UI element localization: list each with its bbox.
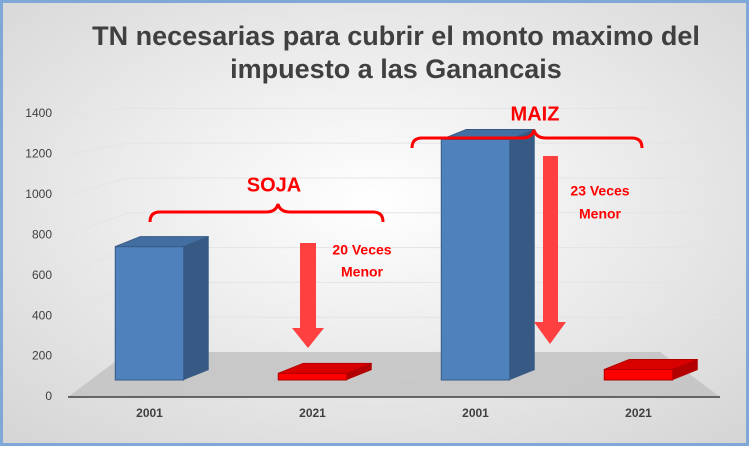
- group-label: MAIZ: [511, 103, 560, 125]
- bracket: [410, 129, 644, 149]
- bar: [114, 236, 209, 381]
- bar-top: [278, 362, 372, 374]
- y-tick-label: 400: [32, 308, 52, 322]
- x-tick-label: 2001: [136, 406, 163, 420]
- x-tick-label: 2021: [625, 406, 652, 420]
- y-tick-label: 1000: [25, 187, 52, 201]
- bracket: [148, 203, 385, 223]
- bar-side: [509, 129, 535, 380]
- annotation: 23 Veces: [570, 183, 629, 199]
- chart-title: TN necesarias para cubrir el monto maxim…: [92, 21, 700, 51]
- bar: [603, 358, 698, 381]
- bar-side: [346, 363, 372, 380]
- y-tick-label: 800: [32, 227, 52, 241]
- bar-front: [114, 246, 185, 381]
- bar-top: [115, 236, 209, 248]
- group-label: SOJA: [247, 174, 301, 196]
- annotation: Menor: [341, 264, 384, 280]
- bar-side: [672, 359, 698, 380]
- arrow: [534, 156, 566, 344]
- bar-front: [603, 368, 674, 381]
- bar: [440, 128, 535, 381]
- bar: [277, 362, 372, 381]
- x-tick-label: 2021: [299, 406, 326, 420]
- arrow: [292, 243, 324, 348]
- bar-side: [183, 236, 209, 380]
- y-tick-label: 200: [32, 349, 52, 363]
- annotation: 20 Veces: [332, 242, 391, 258]
- y-tick-label: 600: [32, 268, 52, 282]
- x-tick-label: 2001: [462, 406, 489, 420]
- y-tick-label: 0: [45, 389, 52, 403]
- y-tick-label: 1200: [25, 147, 52, 161]
- bar-front: [440, 138, 511, 381]
- bar-front: [277, 372, 348, 381]
- y-tick-label: 1400: [25, 106, 52, 120]
- chart-title: impuesto a las Ganancais: [230, 54, 562, 84]
- annotation: Menor: [579, 206, 622, 222]
- bar-top: [604, 358, 698, 370]
- bars: [114, 128, 698, 381]
- grid-line: [67, 107, 720, 115]
- floor: [68, 352, 720, 397]
